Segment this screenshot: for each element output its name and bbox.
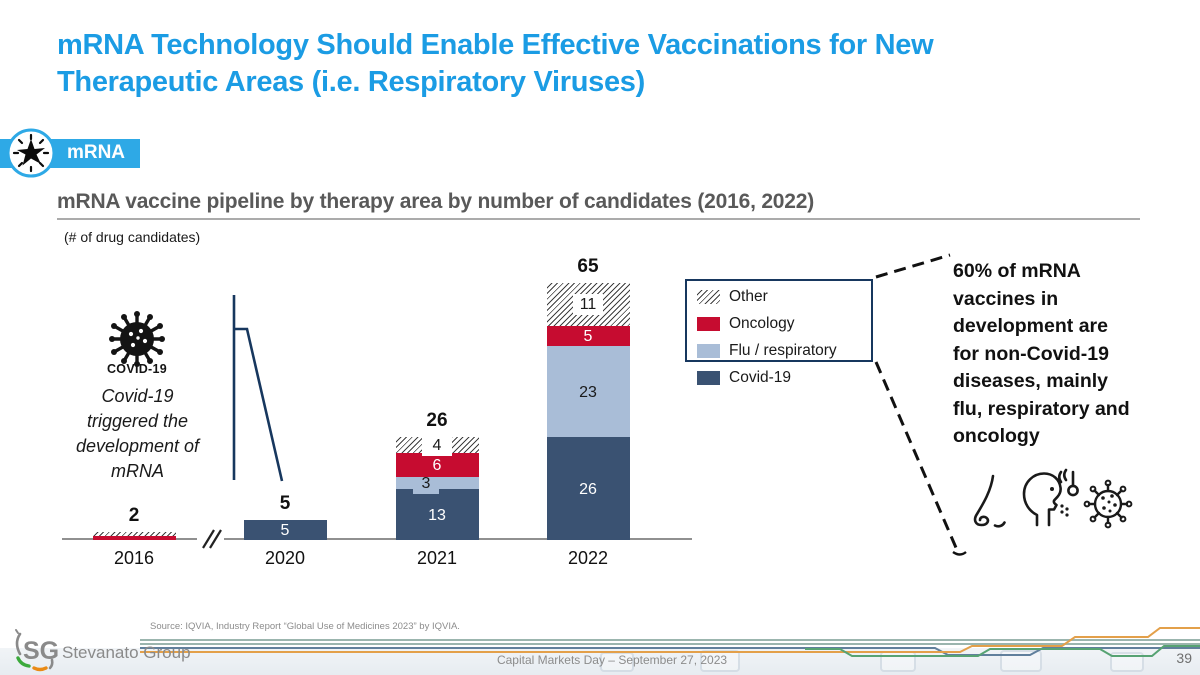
legend-label-covid: Covid-19 [729,368,792,386]
divider-line [57,218,1140,220]
stevanato-group-logo: SG Stevanato Group [8,626,198,675]
bar-value-flu-2021: 3 [413,472,439,494]
bar-segment-covid-2020 [243,520,327,540]
starburst-icon [6,128,56,178]
bar-value-oncology-2022: 5 [583,328,593,345]
page-number: 39 [1176,650,1192,666]
x-axis-label-2021: 2021 [416,548,458,568]
x-axis-label-2016: 2016 [113,548,155,568]
bar-total-2020: 5 [279,493,291,514]
legend-highlight-box [685,279,873,362]
slide-title: mRNA Technology Should Enable Effective … [57,29,934,98]
chart-legend: Other Oncology Flu / respiratory Covid-19 [697,283,837,391]
legend-label-flu: Flu / respiratory [729,341,837,359]
covid-annotation-text: Covid-19 triggered the development of mR… [75,386,200,481]
legend-swatch-flu [697,343,720,358]
legend-item-flu: Flu / respiratory [697,337,837,364]
bar-segment-oncology-2021 [395,453,479,477]
bar-value-oncology-2021: 6 [432,457,442,474]
x-axis-line [62,538,692,540]
legend-label-oncology: Oncology [729,314,795,332]
bar-total-2021: 26 [426,410,448,431]
sick-person-icon [1022,468,1079,527]
y-axis-note: (# of drug candidates) [64,229,201,245]
legend-swatch-other [697,289,720,304]
bar-segment-covid-2022 [546,437,630,540]
chart-title: mRNA vaccine pipeline by therapy area by… [57,190,815,213]
legend-item-oncology: Oncology [697,310,837,337]
logo-name-text: Stevanato Group [62,643,191,662]
bar-value-flu-2022: 23 [579,383,597,401]
covid-icon-label: COVID-19 [106,362,168,376]
bar-segment-other-2016 [92,532,176,536]
x-axis-label-2022: 2022 [567,548,609,568]
bar-total-2016: 2 [128,505,140,526]
legend-item-covid: Covid-19 [697,364,837,391]
bar-segment-oncology-2022 [546,326,630,346]
bar-segment-flu-2022 [546,346,630,437]
covid-virus-icon [109,311,165,367]
nose-icon [973,474,1006,528]
legend-swatch-covid [697,370,720,385]
legend-swatch-oncology [697,316,720,331]
bar-value-covid-2021: 13 [428,506,446,524]
bar-value-covid-2020: 5 [280,522,290,539]
mrna-badge-label: mRNA [66,142,126,163]
legend-label-other: Other [729,287,768,305]
bar-value-other-2022: 11 [573,294,603,315]
bar-total-2022: 65 [577,256,599,277]
source-text: Source: IQVIA, Industry Report “Global U… [150,621,460,632]
bar-value-covid-2022: 26 [579,480,597,498]
virus-icon [1083,479,1133,529]
callout-text: 60% of mRNA vaccines in development are … [953,260,1130,447]
legend-item-other: Other [697,283,837,310]
bar-value-other-2021: 4 [422,434,452,456]
logo-sg-text: SG [23,637,59,665]
bar-segment-covid-2021 [395,489,479,540]
footer-caption: Capital Markets Day – September 27, 2023 [496,653,728,667]
stevanato-logo-graphic: SG Stevanato Group [15,629,191,672]
x-axis-label-2020: 2020 [264,548,306,568]
bar-segment-oncology-2016 [92,536,176,540]
